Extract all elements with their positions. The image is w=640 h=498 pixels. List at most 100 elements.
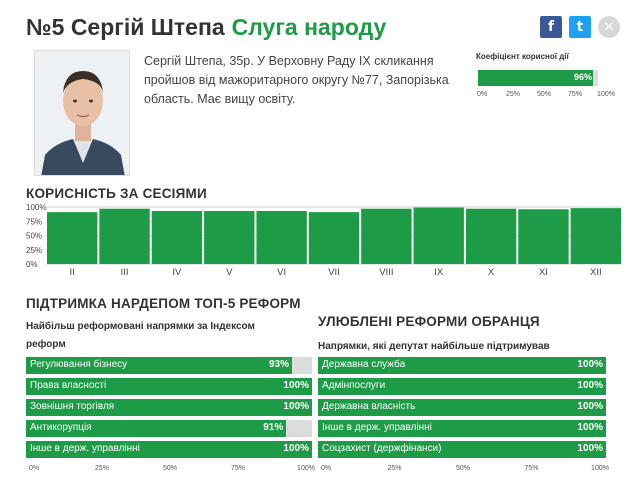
- top5-tick: 0%: [28, 465, 40, 472]
- efficiency-bar: 96%: [478, 70, 598, 86]
- top5-tick: 50%: [162, 465, 178, 472]
- page-title: №5 Сергій Штепа Слуга народу: [26, 14, 386, 44]
- favorite-tick: 25%: [387, 465, 402, 472]
- x-tick-label: IV: [172, 267, 182, 278]
- x-tick-label: III: [121, 267, 129, 278]
- favorite-title: УЛЮБЛЕНІ РЕФОРМИ ОБРАНЦЯ: [318, 314, 540, 329]
- top5-bar-label: Антикорупція: [30, 422, 92, 433]
- favorite-bar-fill: [318, 399, 606, 416]
- top5-bar-fill: [26, 357, 292, 374]
- favorite-bar-label: Інше в держ. управлінні: [322, 422, 432, 433]
- favorite-section: Напрямки, які депутат найбільше підтриму…: [318, 338, 618, 356]
- x-tick-label: VII: [328, 267, 340, 278]
- efficiency-label: Коефіцієнт корисної дії: [476, 52, 569, 61]
- favorite-subtitle: Напрямки, які депутат найбільше підтриму…: [318, 341, 550, 352]
- twitter-icon[interactable]: t: [569, 16, 591, 38]
- sessions-chart: 100% 75% 50% 25% 0% II III IV V VI VII VIII IX X XI XII: [26, 203, 624, 284]
- top5-bar-fill: [26, 399, 312, 416]
- x-tick-label: XI: [539, 267, 548, 278]
- deputy-bio: Сергій Штепа, 35р. У Верховну Раду IX ск…: [144, 54, 449, 106]
- x-tick-label: VIII: [379, 267, 393, 278]
- deputy-name: №5 Сергій Штепа: [26, 14, 225, 40]
- top5-bar-fill: [26, 441, 312, 458]
- party-name: Слуга народу: [231, 14, 387, 40]
- y-tick-label: 25%: [26, 246, 42, 255]
- favorite-bar-value: 100%: [577, 422, 603, 433]
- favorite-bars: Державна служба 100% Адмінпослуги 100% Держа…: [318, 357, 606, 462]
- x-tick-label: XII: [590, 267, 602, 278]
- session-bar: [465, 208, 517, 264]
- favorite-bar-label: Соцзахист (держфінанси): [322, 443, 442, 454]
- session-bar: [413, 207, 464, 264]
- session-bar: [361, 208, 412, 264]
- top5-bar-value: 100%: [283, 443, 309, 454]
- top5-bar-row: Регулювання бізнесу 93%: [26, 357, 312, 374]
- session-bar: [570, 208, 621, 264]
- top5-bar-value: 100%: [283, 380, 309, 391]
- top5-subtitle: Найбільш реформовані напрямки за Індексо…: [26, 321, 255, 350]
- session-bar: [47, 212, 98, 264]
- top5-section: Найбільш реформовані напрямки за Індексо…: [26, 318, 296, 354]
- top5-bar-value: 100%: [283, 401, 309, 412]
- y-tick-label: 0%: [26, 260, 38, 269]
- x-tick-label: X: [488, 267, 495, 278]
- top5-axis: 0% 25% 50% 75% 100%: [28, 465, 315, 475]
- top5-bar-row: Права власності 100%: [26, 378, 312, 395]
- session-bar: [204, 210, 255, 264]
- favorite-bar-value: 100%: [577, 380, 603, 391]
- favorite-bar-value: 100%: [577, 401, 603, 412]
- top5-bar-fill: [26, 420, 287, 437]
- session-bar: [256, 210, 307, 264]
- x-tick-label: IX: [434, 267, 444, 278]
- efficiency-widget: Коефіцієнт корисної дії 96% 0% 25% 50% 75% 1…: [476, 52, 616, 103]
- top5-bar-row: Зовнішня торгівля 100%: [26, 399, 312, 416]
- top5-bar-row: Інше в держ. управлінні 100%: [26, 441, 312, 458]
- deputy-photo: [34, 50, 130, 176]
- efficiency-axis: 0% 25% 50% 75% 100%: [476, 91, 615, 103]
- favorite-tick: 75%: [524, 465, 539, 472]
- favorite-bar-label: Державна власність: [322, 401, 416, 412]
- favorite-bar-fill: [318, 378, 606, 395]
- top5-bar-fill: [26, 378, 312, 395]
- y-tick-label: 50%: [26, 232, 42, 241]
- efficiency-tick: 25%: [505, 91, 521, 98]
- close-icon[interactable]: ✕: [598, 16, 620, 38]
- favorite-bar-row: Державна служба 100%: [318, 357, 606, 374]
- top5-title: ПІДТРИМКА НАРДЕПОМ ТОП-5 РЕФОРМ: [26, 296, 301, 311]
- favorite-bar-value: 100%: [577, 443, 603, 454]
- favorite-bar-row: Адмінпослуги 100%: [318, 378, 606, 395]
- favorite-bar-fill: [318, 441, 606, 458]
- session-bar: [99, 208, 150, 264]
- top5-bar-row: Антикорупція 91%: [26, 420, 312, 437]
- top5-bar-label: Права власності: [30, 380, 107, 391]
- efficiency-bar-fill: [478, 70, 594, 86]
- top5-bars: Регулювання бізнесу 93% Права власності 100…: [26, 357, 312, 462]
- top5-bar-label: Інше в держ. управлінні: [30, 443, 140, 454]
- favorite-bar-row: Державна власність 100%: [318, 399, 606, 416]
- efficiency-tick: 75%: [567, 91, 583, 98]
- favorite-bar-row: Соцзахист (держфінанси) 100%: [318, 441, 606, 458]
- efficiency-value: 96%: [573, 72, 592, 82]
- top5-bar-label: Регулювання бізнесу: [30, 359, 128, 370]
- top5-bar-value: 93%: [268, 359, 289, 370]
- favorite-bar-fill: [318, 420, 606, 437]
- y-tick-label: 75%: [26, 217, 42, 226]
- favorite-bar-label: Адмінпослуги: [322, 380, 386, 391]
- x-tick-label: VI: [277, 267, 286, 278]
- favorite-tick: 50%: [455, 465, 471, 472]
- favorite-bar-value: 100%: [577, 359, 603, 370]
- social-bar: f t ✕: [540, 16, 620, 38]
- session-bar: [308, 212, 360, 264]
- x-tick-label: II: [70, 267, 75, 278]
- top5-tick: 75%: [230, 465, 246, 472]
- favorite-bar-row: Інше в держ. управлінні 100%: [318, 420, 606, 437]
- top5-bar-value: 91%: [263, 422, 284, 433]
- efficiency-tick: 50%: [536, 91, 552, 98]
- x-tick-label: V: [226, 267, 233, 278]
- efficiency-tick: 0%: [476, 91, 488, 98]
- top5-tick: 100%: [297, 465, 315, 472]
- favorite-bar-label: Державна служба: [322, 359, 406, 370]
- facebook-icon[interactable]: f: [540, 16, 562, 38]
- session-bar: [518, 209, 569, 264]
- favorite-axis: 0% 25% 50% 75% 100%: [321, 465, 609, 475]
